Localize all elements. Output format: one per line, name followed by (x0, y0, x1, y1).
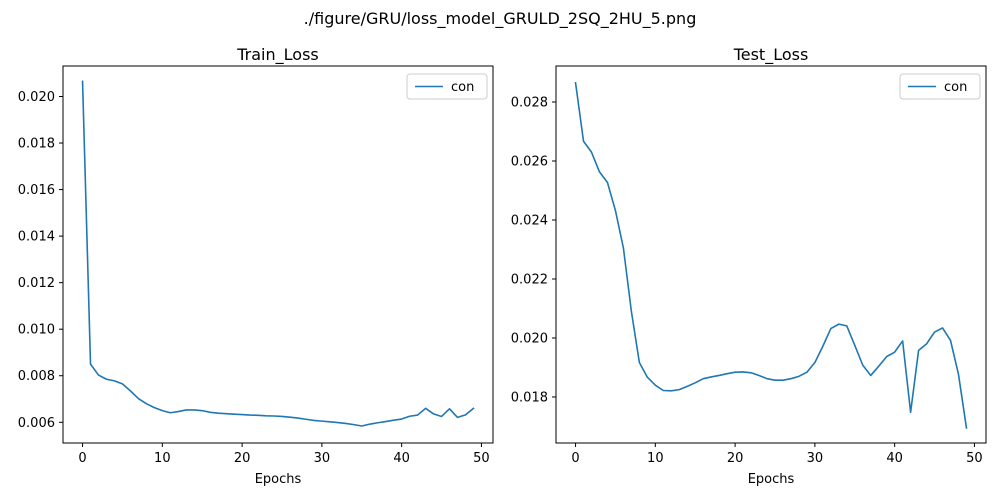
figure-suptitle: ./figure/GRU/loss_model_GRULD_2SQ_2HU_5.… (304, 9, 697, 29)
test-loss-xlabel: Epochs (748, 472, 795, 487)
test-loss-axes-frame (555, 65, 987, 444)
test-loss-xtick-label: 40 (886, 451, 903, 466)
test-loss-ytick-label: 0.028 (511, 95, 548, 110)
test-loss-xtick-label: 0 (571, 451, 579, 466)
test-loss-ytick-label: 0.024 (511, 213, 548, 228)
train-loss-xtick-label: 10 (154, 451, 171, 466)
test-loss-ytick-label: 0.026 (511, 154, 548, 169)
test-loss-legend (899, 73, 981, 100)
test-loss-panel: Test_Loss Epochs 0 10 20 30 40 50 0.018 0.020 0.… (511, 45, 987, 487)
train-loss-series-line (81, 80, 475, 427)
train-loss-ytick-label: 0.012 (18, 276, 55, 291)
train-loss-xtick-label: 30 (314, 451, 331, 466)
test-loss-legend-label: con (944, 80, 967, 95)
train-loss-xtick-label: 40 (393, 451, 410, 466)
train-loss-panel: Train_Loss Epochs 0 10 20 30 40 50 0.006 0.008 0… (18, 45, 494, 487)
train-loss-ytick-label: 0.008 (18, 369, 55, 384)
test-loss-title: Test_Loss (733, 45, 809, 65)
train-loss-ytick-label: 0.010 (18, 323, 55, 338)
train-loss-xlabel: Epochs (255, 472, 302, 487)
test-loss-xtick-label: 30 (807, 451, 824, 466)
train-loss-axes-frame (62, 65, 494, 444)
train-loss-xtick-label: 20 (234, 451, 251, 466)
test-loss-xtick-label: 20 (727, 451, 744, 466)
train-loss-legend (406, 73, 488, 100)
test-loss-xtick-label: 50 (966, 451, 983, 466)
test-loss-ytick-label: 0.020 (511, 331, 548, 346)
train-loss-ytick-label: 0.006 (18, 416, 55, 431)
train-loss-title: Train_Loss (236, 45, 318, 65)
test-loss-ytick-label: 0.022 (511, 272, 548, 287)
train-loss-legend-label: con (451, 80, 474, 95)
train-loss-xtick-label: 50 (473, 451, 490, 466)
train-loss-ytick-label: 0.018 (18, 137, 55, 152)
train-loss-ytick-label: 0.014 (18, 230, 55, 245)
train-loss-ytick-label: 0.020 (18, 90, 55, 105)
test-loss-xtick-label: 10 (647, 451, 664, 466)
test-loss-ytick-label: 0.018 (511, 390, 548, 405)
test-loss-series-line (574, 81, 968, 429)
train-loss-ytick-label: 0.016 (18, 183, 55, 198)
train-loss-xtick-label: 0 (78, 451, 86, 466)
